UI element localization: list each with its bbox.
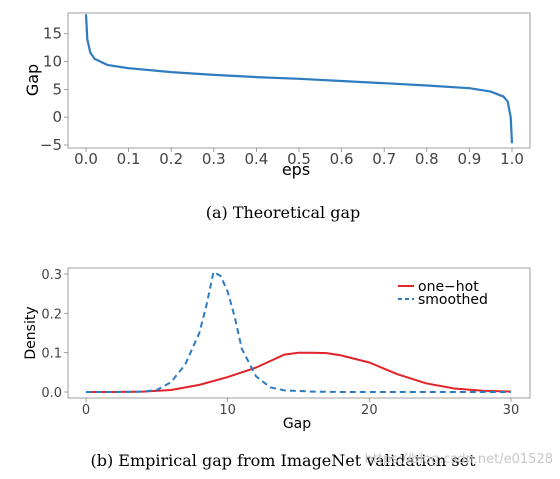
plot-b-series-line-smoothed [86,270,511,393]
plot-b-xtick-label: 10 [219,403,236,418]
plot-b-caption: (b) Empirical gap from ImageNet validati… [90,451,476,470]
plot-a-xtick-label: 0.8 [415,150,439,168]
watermark: https://blog.csdn.net/e01528 [365,452,553,467]
plot-a-ytick-label: −5 [40,136,62,154]
plot-a-caption: (a) Theoretical gap [206,203,361,222]
plot-b-xtick-label: 20 [361,403,378,418]
empirical-gap-chart: Density Gap (b) Empirical gap from Image… [23,267,553,470]
plot-a-xtick-label: 0.3 [202,150,226,168]
plot-a-xtick-label: 0.7 [372,150,396,168]
plot-b-ytick-label: 0.0 [41,386,62,401]
plot-b-ylabel: Density [23,306,39,359]
plot-a-xtick-label: 0.9 [457,150,481,168]
theoretical-gap-chart: Gap eps (a) Theoretical gap 0.0 0.1 0.2 0.3… [23,12,531,222]
legend-label: one−hot [418,279,479,295]
legend-label: smoothed [418,292,488,308]
plot-a-ytick-label: 15 [43,25,62,43]
plot-a-xtick-label: 1.0 [500,150,524,168]
plot-a-ytick-label: 5 [52,80,62,98]
plot-b-xtick-label: 0 [82,403,90,418]
plot-a-ytick-label: 0 [52,108,62,126]
plot-a-xlabel: eps [282,160,310,179]
plot-a-xtick-label: 0.4 [244,150,268,168]
plot-a-ytick-label: 10 [43,53,62,71]
plot-b-ytick-label: 0.1 [41,347,62,362]
plot-a-frame [67,12,531,149]
plot-b-ytick-label: 0.2 [41,307,62,322]
plot-a-xtick-label: 0.1 [117,150,141,168]
plot-a-xtick-label: 0.0 [74,150,98,168]
plot-a-ylabel: Gap [23,64,42,96]
plot-b-series-line-onehot [86,351,512,393]
plot-a-xtick-label: 0.2 [159,150,183,168]
plot-b-frame [67,267,531,399]
plot-b-xtick-label: 30 [503,403,520,418]
plot-a-xtick-label: 0.5 [287,150,311,168]
plot-a-series-line [84,14,514,144]
plot-b-ytick-label: 0.3 [41,268,62,283]
plot-a-xtick-label: 0.6 [330,150,354,168]
plot-b-xlabel: Gap [283,416,311,432]
